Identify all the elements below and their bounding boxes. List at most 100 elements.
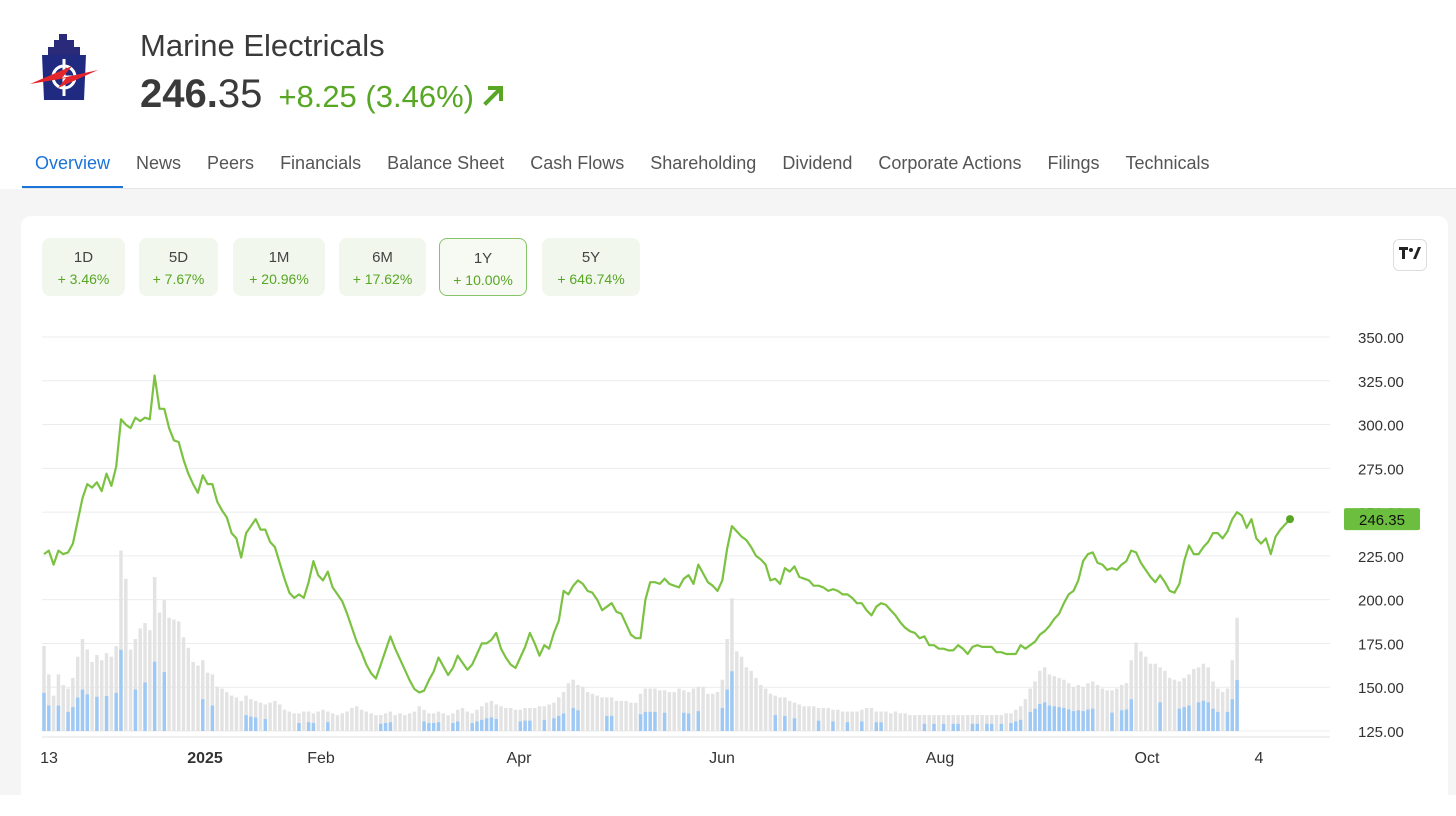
range-label: 1M — [268, 249, 290, 266]
volume-bar-up — [643, 711, 648, 731]
volume-bar — [480, 706, 484, 731]
volume-bar — [1076, 685, 1081, 731]
volume-bar — [1091, 681, 1095, 731]
volume-bar — [619, 700, 624, 731]
volume-bar — [561, 692, 566, 731]
volume-bar — [730, 598, 734, 731]
volume-bar — [667, 692, 672, 731]
volume-bar-up — [297, 723, 301, 731]
range-button-6m[interactable]: 6M + 17.62% — [339, 238, 426, 296]
volume-bar — [552, 702, 556, 731]
volume-bar — [629, 702, 633, 731]
volume-bar — [1033, 681, 1037, 731]
volume-bar — [330, 713, 335, 731]
volume-bar — [345, 711, 349, 731]
volume-bar-up — [1047, 705, 1052, 731]
volume-bar — [148, 630, 152, 731]
x-tick-label: 13 — [40, 750, 58, 767]
volume-bar — [672, 692, 676, 731]
volume-bar-up — [85, 694, 90, 731]
volume-bar-up — [1129, 699, 1133, 731]
tradingview-button[interactable] — [1393, 239, 1427, 271]
volume-bar — [653, 688, 657, 731]
volume-bar — [244, 695, 248, 731]
volume-bar — [513, 709, 518, 731]
volume-bar — [600, 697, 604, 731]
volume-bar — [1057, 677, 1061, 731]
tab-balance-sheet[interactable]: Balance Sheet — [387, 153, 505, 173]
volume-bar — [633, 702, 638, 731]
range-button-1d[interactable]: 1D + 3.46% — [42, 238, 125, 296]
volume-bar — [1206, 667, 1210, 731]
volume-bar-up — [326, 722, 330, 731]
price-integer: 246. — [140, 72, 218, 116]
volume-bar — [1071, 686, 1076, 731]
volume-bar — [739, 656, 744, 731]
range-button-5y[interactable]: 5Y + 646.74% — [542, 238, 640, 296]
volume-bar-up — [1216, 711, 1220, 731]
volume-bar — [42, 646, 46, 731]
volume-bar — [860, 709, 864, 731]
volume-bar — [316, 711, 320, 731]
tab-cash-flows[interactable]: Cash Flows — [530, 153, 625, 173]
volume-bar — [840, 711, 845, 731]
volume-bar — [682, 690, 686, 731]
volume-bar — [1201, 663, 1206, 731]
tab-filings[interactable]: Filings — [1047, 153, 1100, 173]
x-tick-label: 4 — [1255, 750, 1264, 767]
range-button-5d[interactable]: 5D + 7.67% — [139, 238, 218, 296]
volume-bar — [1129, 660, 1133, 731]
volume-bar — [571, 679, 575, 731]
range-button-1m[interactable]: 1M + 20.96% — [233, 238, 325, 296]
tab-financials[interactable]: Financials — [280, 153, 362, 173]
tab-peers[interactable]: Peers — [207, 153, 255, 173]
volume-bar — [51, 695, 56, 731]
tab-dividend[interactable]: Dividend — [782, 153, 853, 173]
volume-bar — [484, 702, 489, 731]
volume-bar — [1230, 660, 1235, 731]
volume-bar — [1062, 679, 1066, 731]
volume-bar — [1081, 686, 1085, 731]
range-change: + 646.74% — [557, 271, 625, 287]
volume-bar — [340, 713, 345, 731]
price-chart[interactable]: 350.00325.00300.00275.00250.00225.00200.… — [0, 0, 1456, 795]
volume-bar — [937, 715, 941, 731]
volume-bar-up — [201, 699, 205, 731]
volume-bar — [436, 711, 441, 731]
volume-bar — [985, 715, 989, 731]
volume-bar-up — [1196, 702, 1201, 731]
volume-bar — [277, 704, 282, 731]
volume-bar — [162, 600, 167, 731]
volume-bar — [446, 715, 450, 731]
range-label: 1D — [73, 249, 94, 266]
volume-bar — [989, 715, 994, 731]
volume-bar — [85, 649, 90, 731]
y-tick-label: 125.00 — [1358, 724, 1404, 741]
volume-bar — [1023, 699, 1028, 731]
tab-corporate-actions[interactable]: Corporate Actions — [878, 153, 1022, 173]
volume-bar — [388, 711, 393, 731]
volume-bar — [1042, 667, 1047, 731]
volume-bar — [1139, 651, 1143, 731]
tab-overview[interactable]: Overview — [22, 140, 124, 188]
tab-news[interactable]: News — [136, 153, 182, 173]
volume-bar — [999, 715, 1004, 731]
volume-bar — [855, 711, 859, 731]
tab-shareholding[interactable]: Shareholding — [650, 153, 757, 173]
volume-bar — [898, 713, 903, 731]
volume-bar — [585, 692, 590, 731]
volume-bar — [658, 690, 662, 731]
volume-bar-up — [816, 720, 821, 731]
volume-bar-up — [860, 721, 864, 731]
tradingview-icon — [1399, 246, 1421, 264]
volume-bar — [1235, 617, 1239, 731]
volume-bar — [1105, 690, 1109, 731]
volume-bar — [1148, 663, 1153, 731]
volume-bar — [735, 651, 739, 731]
volume-bar — [792, 702, 797, 731]
volume-bar — [821, 708, 826, 731]
volume-bar — [1047, 674, 1052, 731]
tab-technicals[interactable]: Technicals — [1125, 153, 1210, 173]
volume-bar — [1066, 683, 1071, 731]
range-button-1y[interactable]: 1Y + 10.00% — [439, 238, 527, 296]
